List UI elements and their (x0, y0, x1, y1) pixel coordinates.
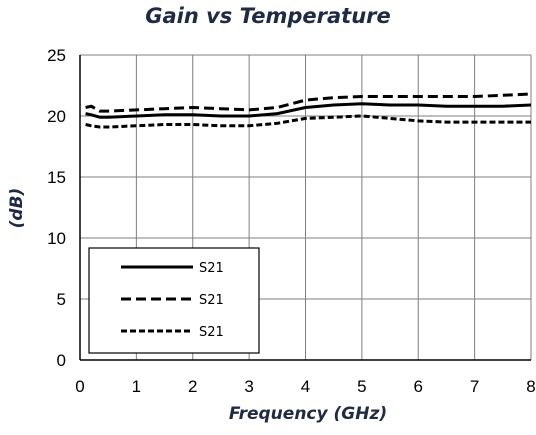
legend-label-1: S21 (199, 261, 224, 276)
x-tick-label-1: 1 (132, 377, 141, 396)
y-tick-label-4: 20 (47, 107, 66, 126)
x-tick-label-6: 6 (414, 377, 423, 396)
legend-label-3: S21 (199, 325, 224, 340)
legend-label-2: S21 (199, 293, 224, 308)
series-line-1 (85, 102, 532, 119)
x-tick-label-7: 7 (470, 377, 479, 396)
series-line-2 (85, 92, 532, 113)
y-tick-label-3: 15 (47, 168, 66, 187)
y-tick-label-0: 0 (57, 351, 66, 370)
x-tick-label-5: 5 (357, 377, 366, 396)
y-tick-label-2: 10 (47, 229, 66, 248)
x-tick-label-2: 2 (188, 377, 197, 396)
series-line-3 (85, 114, 531, 129)
y-axis-label: (dB) (7, 187, 27, 229)
x-tick-label-8: 8 (526, 377, 535, 396)
x-axis-label: Frequency (GHz) (228, 404, 388, 424)
x-tick-label-3: 3 (244, 377, 253, 396)
y-tick-label-5: 25 (47, 46, 66, 65)
chart-title: Gain vs Temperature (145, 4, 391, 28)
y-tick-label-1: 5 (57, 290, 66, 309)
x-tick-label-0: 0 (75, 377, 84, 396)
x-tick-label-4: 4 (301, 377, 310, 396)
